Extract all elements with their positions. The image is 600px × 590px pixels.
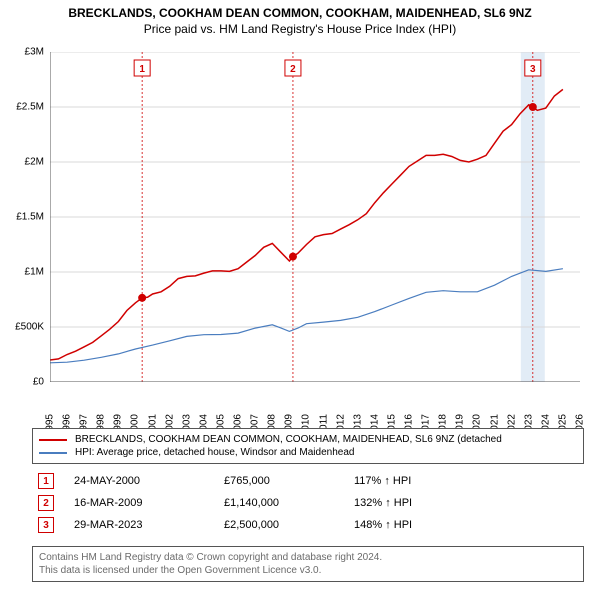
marker-price: £1,140,000 — [224, 497, 354, 509]
marker-label-box: 3 — [525, 60, 541, 76]
marker-index-box: 2 — [38, 495, 54, 511]
attribution-line: Contains HM Land Registry data © Crown c… — [39, 551, 577, 564]
marker-label-box: 1 — [134, 60, 150, 76]
y-axis: £0£500K£1M£1.5M£2M£2.5M£3M — [0, 52, 48, 382]
marker-table-row: 2 16-MAR-2009£1,140,000132% ↑ HPI — [32, 492, 584, 514]
y-tick-label: £3M — [25, 47, 44, 58]
svg-text:1: 1 — [139, 64, 145, 75]
legend-row: BRECKLANDS, COOKHAM DEAN COMMON, COOKHAM… — [39, 433, 577, 446]
x-axis: 1995199619971998199920002001200220032004… — [50, 384, 580, 424]
attribution: Contains HM Land Registry data © Crown c… — [32, 546, 584, 582]
y-tick-label: £1.5M — [16, 212, 44, 223]
chart-title: BRECKLANDS, COOKHAM DEAN COMMON, COOKHAM… — [8, 6, 592, 20]
marker-index-box: 3 — [38, 517, 54, 533]
marker-table-row: 1 24-MAY-2000£765,000117% ↑ HPI — [32, 470, 584, 492]
chart-subtitle: Price paid vs. HM Land Registry's House … — [8, 20, 592, 36]
marker-label-box: 2 — [285, 60, 301, 76]
title-block: BRECKLANDS, COOKHAM DEAN COMMON, COOKHAM… — [0, 0, 600, 38]
marker-date: 16-MAR-2009 — [74, 497, 224, 509]
legend-label: HPI: Average price, detached house, Wind… — [75, 447, 354, 458]
legend-row: HPI: Average price, detached house, Wind… — [39, 446, 577, 459]
marker-date: 24-MAY-2000 — [74, 475, 224, 487]
figure: BRECKLANDS, COOKHAM DEAN COMMON, COOKHAM… — [0, 0, 600, 590]
legend: BRECKLANDS, COOKHAM DEAN COMMON, COOKHAM… — [32, 428, 584, 464]
attribution-line: This data is licensed under the Open Gov… — [39, 564, 577, 577]
legend-swatch — [39, 439, 67, 441]
svg-text:3: 3 — [530, 64, 536, 75]
marker-price: £765,000 — [224, 475, 354, 487]
marker-table: 1 24-MAY-2000£765,000117% ↑ HPI 2 16-MAR-20… — [32, 470, 584, 536]
legend-label: BRECKLANDS, COOKHAM DEAN COMMON, COOKHAM… — [75, 434, 502, 445]
y-tick-label: £0 — [33, 377, 44, 388]
marker-vs-hpi: 132% ↑ HPI — [354, 497, 578, 509]
marker-vs-hpi: 117% ↑ HPI — [354, 475, 578, 487]
legend-swatch — [39, 452, 67, 454]
marker-vs-hpi: 148% ↑ HPI — [354, 519, 578, 531]
svg-text:2: 2 — [290, 64, 296, 75]
plot-svg: 1 2 3 — [50, 52, 580, 382]
y-tick-label: £2.5M — [16, 102, 44, 113]
marker-table-row: 3 29-MAR-2023£2,500,000148% ↑ HPI — [32, 514, 584, 536]
marker-price: £2,500,000 — [224, 519, 354, 531]
y-tick-label: £2M — [25, 157, 44, 168]
marker-index-box: 1 — [38, 473, 54, 489]
chart-plot-area: 1 2 3 — [50, 52, 580, 382]
y-tick-label: £1M — [25, 267, 44, 278]
y-tick-label: £500K — [15, 322, 44, 333]
marker-date: 29-MAR-2023 — [74, 519, 224, 531]
